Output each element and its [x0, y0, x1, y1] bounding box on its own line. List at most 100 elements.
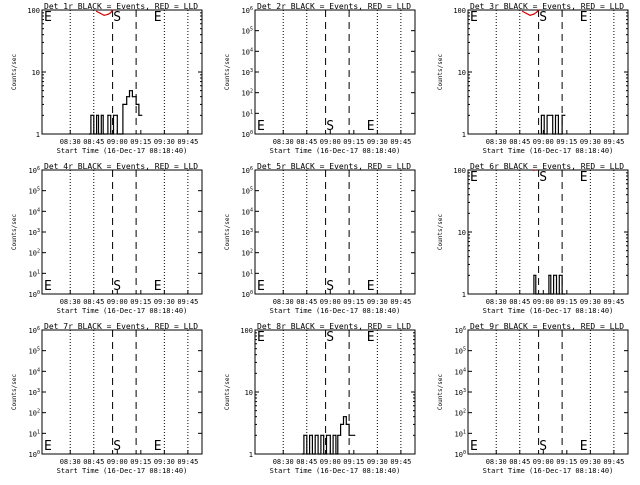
events-point	[116, 114, 118, 116]
events-point	[320, 453, 322, 455]
end-marker: E	[580, 170, 588, 185]
detector-plot-8: Det 8r BLACK = Events, RED = LLD 1 10 100 Co…	[224, 322, 416, 475]
detector-plot-2: Det 2r BLACK = Events, RED = LLD 100 101 10…	[224, 2, 416, 155]
events-point	[90, 114, 92, 116]
lld-point	[522, 10, 524, 12]
events-point	[301, 453, 303, 455]
x-tick-label: 09:00	[533, 138, 554, 146]
events-point	[543, 133, 545, 135]
y-axis-label: Counts/sec	[11, 54, 18, 91]
events-point	[552, 133, 554, 135]
y-tick-label: 103	[29, 228, 40, 237]
detector-plot-1: Det 1r BLACK = Events, RED = LLD 1 10 100 Co…	[11, 2, 203, 155]
lld-point	[99, 12, 101, 14]
lld-point	[536, 11, 538, 13]
lld-point	[107, 13, 109, 15]
events-point	[141, 114, 143, 116]
plot-frame	[41, 329, 203, 455]
events-point	[128, 96, 131, 98]
events-point	[561, 274, 563, 276]
y-tick-label: 104	[242, 47, 253, 56]
start-marker: S	[113, 279, 121, 294]
end-marker: E	[367, 279, 375, 294]
y-tick-label: 103	[29, 388, 40, 397]
lld-point	[529, 14, 531, 16]
x-axis-label: Start Time (16-Dec-17 08:18:40)	[270, 307, 401, 315]
events-point	[323, 453, 325, 455]
events-point	[555, 274, 558, 276]
events-point	[314, 434, 316, 436]
events-point	[540, 114, 543, 116]
x-tick-label: 08:30	[486, 138, 507, 146]
x-tick-label: 09:15	[343, 458, 364, 466]
x-tick-label: 09:45	[603, 458, 624, 466]
y-tick-label: 100	[453, 167, 466, 175]
events-point	[543, 114, 545, 116]
x-tick-label: 09:00	[107, 458, 128, 466]
x-tick-label: 09:00	[533, 298, 554, 306]
left-edge-marker: E	[44, 279, 52, 294]
events-point	[306, 453, 308, 455]
start-marker: S	[539, 170, 547, 185]
x-tick-label: 08:45	[83, 298, 104, 306]
end-marker: E	[154, 10, 162, 25]
left-edge-marker: E	[470, 10, 478, 25]
events-point	[100, 114, 102, 116]
x-tick-label: 09:15	[556, 298, 577, 306]
start-marker: S	[113, 10, 121, 25]
x-axis-label: Start Time (16-Dec-17 08:18:40)	[483, 467, 614, 475]
x-axis-label: Start Time (16-Dec-17 08:18:40)	[270, 147, 401, 155]
events-point	[320, 434, 322, 436]
y-axis-label: Counts/sec	[224, 54, 231, 91]
y-tick-label: 100	[27, 7, 40, 15]
events-point	[548, 274, 550, 276]
x-tick-label: 09:30	[580, 298, 601, 306]
events-point	[546, 133, 548, 135]
y-tick-label: 104	[29, 367, 40, 376]
events-point	[131, 90, 133, 92]
y-axis-label: Counts/sec	[224, 374, 231, 411]
start-marker: S	[326, 279, 334, 294]
plot-frame	[41, 9, 203, 135]
events-point	[345, 423, 347, 425]
y-tick-label: 102	[242, 89, 253, 98]
lld-point	[525, 12, 528, 14]
lld-point	[534, 169, 536, 171]
y-tick-label: 104	[29, 207, 40, 216]
x-tick-label: 09:00	[320, 458, 341, 466]
x-axis-label: Start Time (16-Dec-17 08:18:40)	[57, 467, 188, 475]
start-marker: S	[326, 330, 334, 345]
start-marker: S	[326, 119, 334, 134]
start-marker: S	[113, 439, 121, 454]
x-tick-label: 09:00	[320, 138, 341, 146]
x-tick-label: 09:15	[556, 458, 577, 466]
y-tick-label: 102	[29, 249, 40, 258]
x-axis-label: Start Time (16-Dec-17 08:18:40)	[483, 307, 614, 315]
lld-point	[103, 14, 105, 16]
x-tick-label: 08:45	[83, 458, 104, 466]
x-tick-label: 09:15	[343, 138, 364, 146]
events-point	[337, 434, 339, 436]
x-tick-label: 09:30	[367, 298, 388, 306]
y-tick-label: 100	[29, 450, 40, 459]
events-point	[122, 133, 124, 135]
events-point	[317, 434, 319, 436]
x-tick-label: 09:45	[390, 138, 411, 146]
detector-plot-3: Det 3r BLACK = Events, RED = LLD 1 10 100 Co…	[437, 2, 629, 155]
y-tick-label: 10	[245, 389, 253, 397]
events-point	[332, 434, 334, 436]
x-tick-label: 09:00	[107, 138, 128, 146]
events-point	[138, 114, 140, 116]
x-axis-label: Start Time (16-Dec-17 08:18:40)	[57, 147, 188, 155]
plot-title: Det 9r BLACK = Events, RED = LLD	[470, 322, 624, 331]
x-tick-label: 09:45	[177, 458, 198, 466]
events-point	[558, 293, 560, 295]
events-point	[311, 434, 313, 436]
lld-point	[538, 9, 540, 11]
left-edge-marker: E	[44, 439, 52, 454]
lld-point	[112, 9, 114, 11]
x-tick-label: 09:45	[390, 298, 411, 306]
detector-plot-4: Det 4r BLACK = Events, RED = LLD 100 101 10…	[11, 162, 203, 315]
y-tick-label: 103	[242, 68, 253, 77]
x-tick-label: 08:45	[509, 298, 530, 306]
